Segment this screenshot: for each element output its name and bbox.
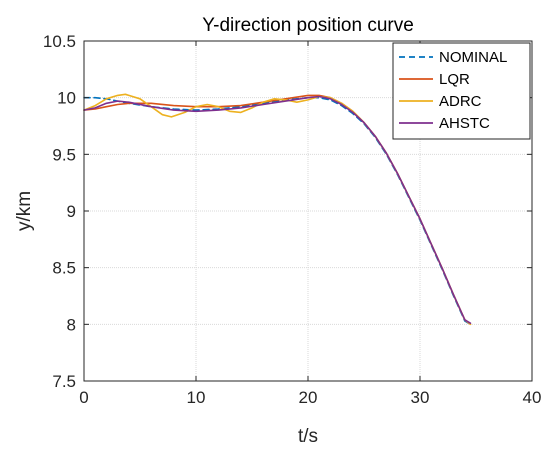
legend-entry: ADRC <box>439 93 482 110</box>
y-tick-label: 7.5 <box>52 372 76 391</box>
x-tick-label: 30 <box>411 388 430 407</box>
y-axis-label: y/km <box>14 191 35 231</box>
y-tick-label: 9 <box>67 202 76 221</box>
legend-entry: NOMINAL <box>439 49 507 66</box>
x-tick-label: 40 <box>523 388 542 407</box>
chart-title: Y-direction position curve <box>202 15 414 36</box>
x-tick-label: 10 <box>187 388 206 407</box>
axis-ticks: 0 10 20 30 40 7.5 8 8.5 9 9.5 10 10.5 <box>43 32 542 407</box>
series-line-ahstc <box>83 95 472 325</box>
y-tick-label: 10 <box>57 89 76 108</box>
y-tick-label: 8 <box>67 315 76 334</box>
y-tick-label: 9.5 <box>52 145 76 164</box>
legend-entry: AHSTC <box>439 115 490 132</box>
legend-entry: LQR <box>439 71 470 88</box>
y-tick-label: 8.5 <box>52 259 76 278</box>
x-tick-label: 20 <box>299 388 318 407</box>
x-axis-label: t/s <box>298 426 318 447</box>
y-tick-label: 10.5 <box>43 32 76 51</box>
x-tick-label: 0 <box>79 388 88 407</box>
series-layer <box>83 93 472 326</box>
legend: NOMINAL LQR ADRC AHSTC <box>392 42 531 140</box>
